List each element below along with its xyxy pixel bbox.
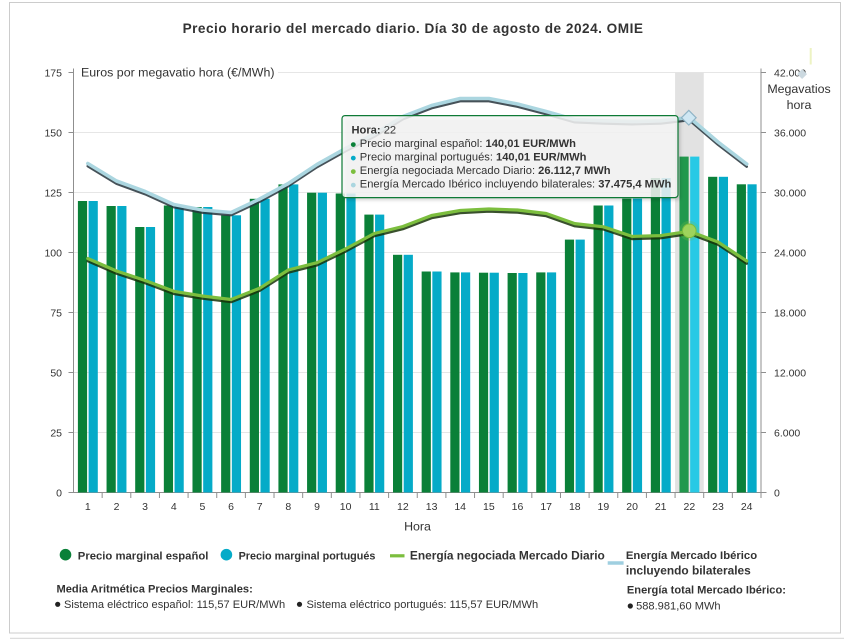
svg-text:7: 7 xyxy=(257,501,263,513)
svg-text:0: 0 xyxy=(56,488,62,500)
svg-text:25: 25 xyxy=(50,428,62,440)
svg-text:9: 9 xyxy=(314,501,320,513)
svg-text:Energía total Mercado Ibérico:: Energía total Mercado Ibérico: xyxy=(627,585,786,597)
svg-text:24: 24 xyxy=(741,501,753,513)
svg-text:Precio marginal portugués: 140: Precio marginal portugués: 140,01 EUR/MW… xyxy=(360,152,587,164)
svg-text:6: 6 xyxy=(228,501,234,513)
svg-text:1: 1 xyxy=(85,501,91,513)
svg-text:Media Aritmética Precios Margi: Media Aritmética Precios Marginales: xyxy=(57,584,253,596)
svg-text:Hora: Hora xyxy=(404,520,431,534)
svg-text:incluyendo bilaterales: incluyendo bilaterales xyxy=(626,564,751,578)
svg-text:2: 2 xyxy=(114,501,120,513)
svg-text:13: 13 xyxy=(426,501,438,513)
svg-text:16: 16 xyxy=(512,501,524,513)
svg-text:18.000: 18.000 xyxy=(774,308,806,320)
svg-text:30.000: 30.000 xyxy=(774,188,806,200)
svg-text:4: 4 xyxy=(171,501,177,513)
svg-text:Energía Mercado Ibérico incluy: Energía Mercado Ibérico incluyendo bilat… xyxy=(360,179,672,191)
svg-text:17: 17 xyxy=(540,501,552,513)
svg-text:Euros por megavatio hora (€/MW: Euros por megavatio hora (€/MWh) xyxy=(81,66,275,80)
svg-text:22: 22 xyxy=(684,501,696,513)
svg-text:14: 14 xyxy=(454,501,466,513)
svg-text:21: 21 xyxy=(655,501,667,513)
svg-text:42.000: 42.000 xyxy=(774,68,806,80)
svg-text:Precio marginal portugués: Precio marginal portugués xyxy=(239,550,376,562)
svg-text:23: 23 xyxy=(712,501,724,513)
svg-text:Precio marginal español: 140,0: Precio marginal español: 140,01 EUR/MWh xyxy=(360,138,576,150)
svg-text:19: 19 xyxy=(598,501,610,513)
svg-text:Megavatios: Megavatios xyxy=(767,82,830,96)
svg-text:5: 5 xyxy=(199,501,205,513)
svg-text:75: 75 xyxy=(50,308,62,320)
svg-text:8: 8 xyxy=(285,501,291,513)
svg-text:Energía negociada Mercado Diar: Energía negociada Mercado Diario xyxy=(410,548,605,562)
svg-text:Hora: 22: Hora: 22 xyxy=(352,125,397,137)
svg-text:Sistema eléctrico español: 115: Sistema eléctrico español: 115,57 EUR/MW… xyxy=(64,599,285,611)
svg-text:12: 12 xyxy=(397,501,409,513)
svg-text:0: 0 xyxy=(774,488,780,500)
svg-text:36.000: 36.000 xyxy=(774,128,806,140)
svg-text:Precio marginal español: Precio marginal español xyxy=(78,550,209,562)
svg-text:588.981,60 MWh: 588.981,60 MWh xyxy=(636,601,721,613)
svg-text:150: 150 xyxy=(44,128,62,140)
svg-text:6.000: 6.000 xyxy=(774,428,800,440)
svg-text:Energía negociada Mercado Diar: Energía negociada Mercado Diario: 26.112… xyxy=(360,165,611,177)
svg-text:Precio horario del mercado dia: Precio horario del mercado diario. Día 3… xyxy=(183,21,644,36)
svg-text:12.000: 12.000 xyxy=(774,368,806,380)
svg-text:15: 15 xyxy=(483,501,495,513)
svg-text:24.000: 24.000 xyxy=(774,248,806,260)
svg-text:hora: hora xyxy=(787,98,812,112)
svg-text:11: 11 xyxy=(369,501,380,513)
svg-text:175: 175 xyxy=(44,68,62,80)
svg-text:10: 10 xyxy=(340,501,352,513)
svg-text:125: 125 xyxy=(44,188,62,200)
svg-text:50: 50 xyxy=(50,368,62,380)
svg-text:Energía Mercado Ibérico: Energía Mercado Ibérico xyxy=(626,550,757,562)
svg-text:Sistema eléctrico portugués: 1: Sistema eléctrico portugués: 115,57 EUR/… xyxy=(307,599,539,611)
svg-text:18: 18 xyxy=(569,501,581,513)
svg-text:100: 100 xyxy=(44,248,62,260)
svg-text:3: 3 xyxy=(142,501,148,513)
svg-text:20: 20 xyxy=(626,501,638,513)
